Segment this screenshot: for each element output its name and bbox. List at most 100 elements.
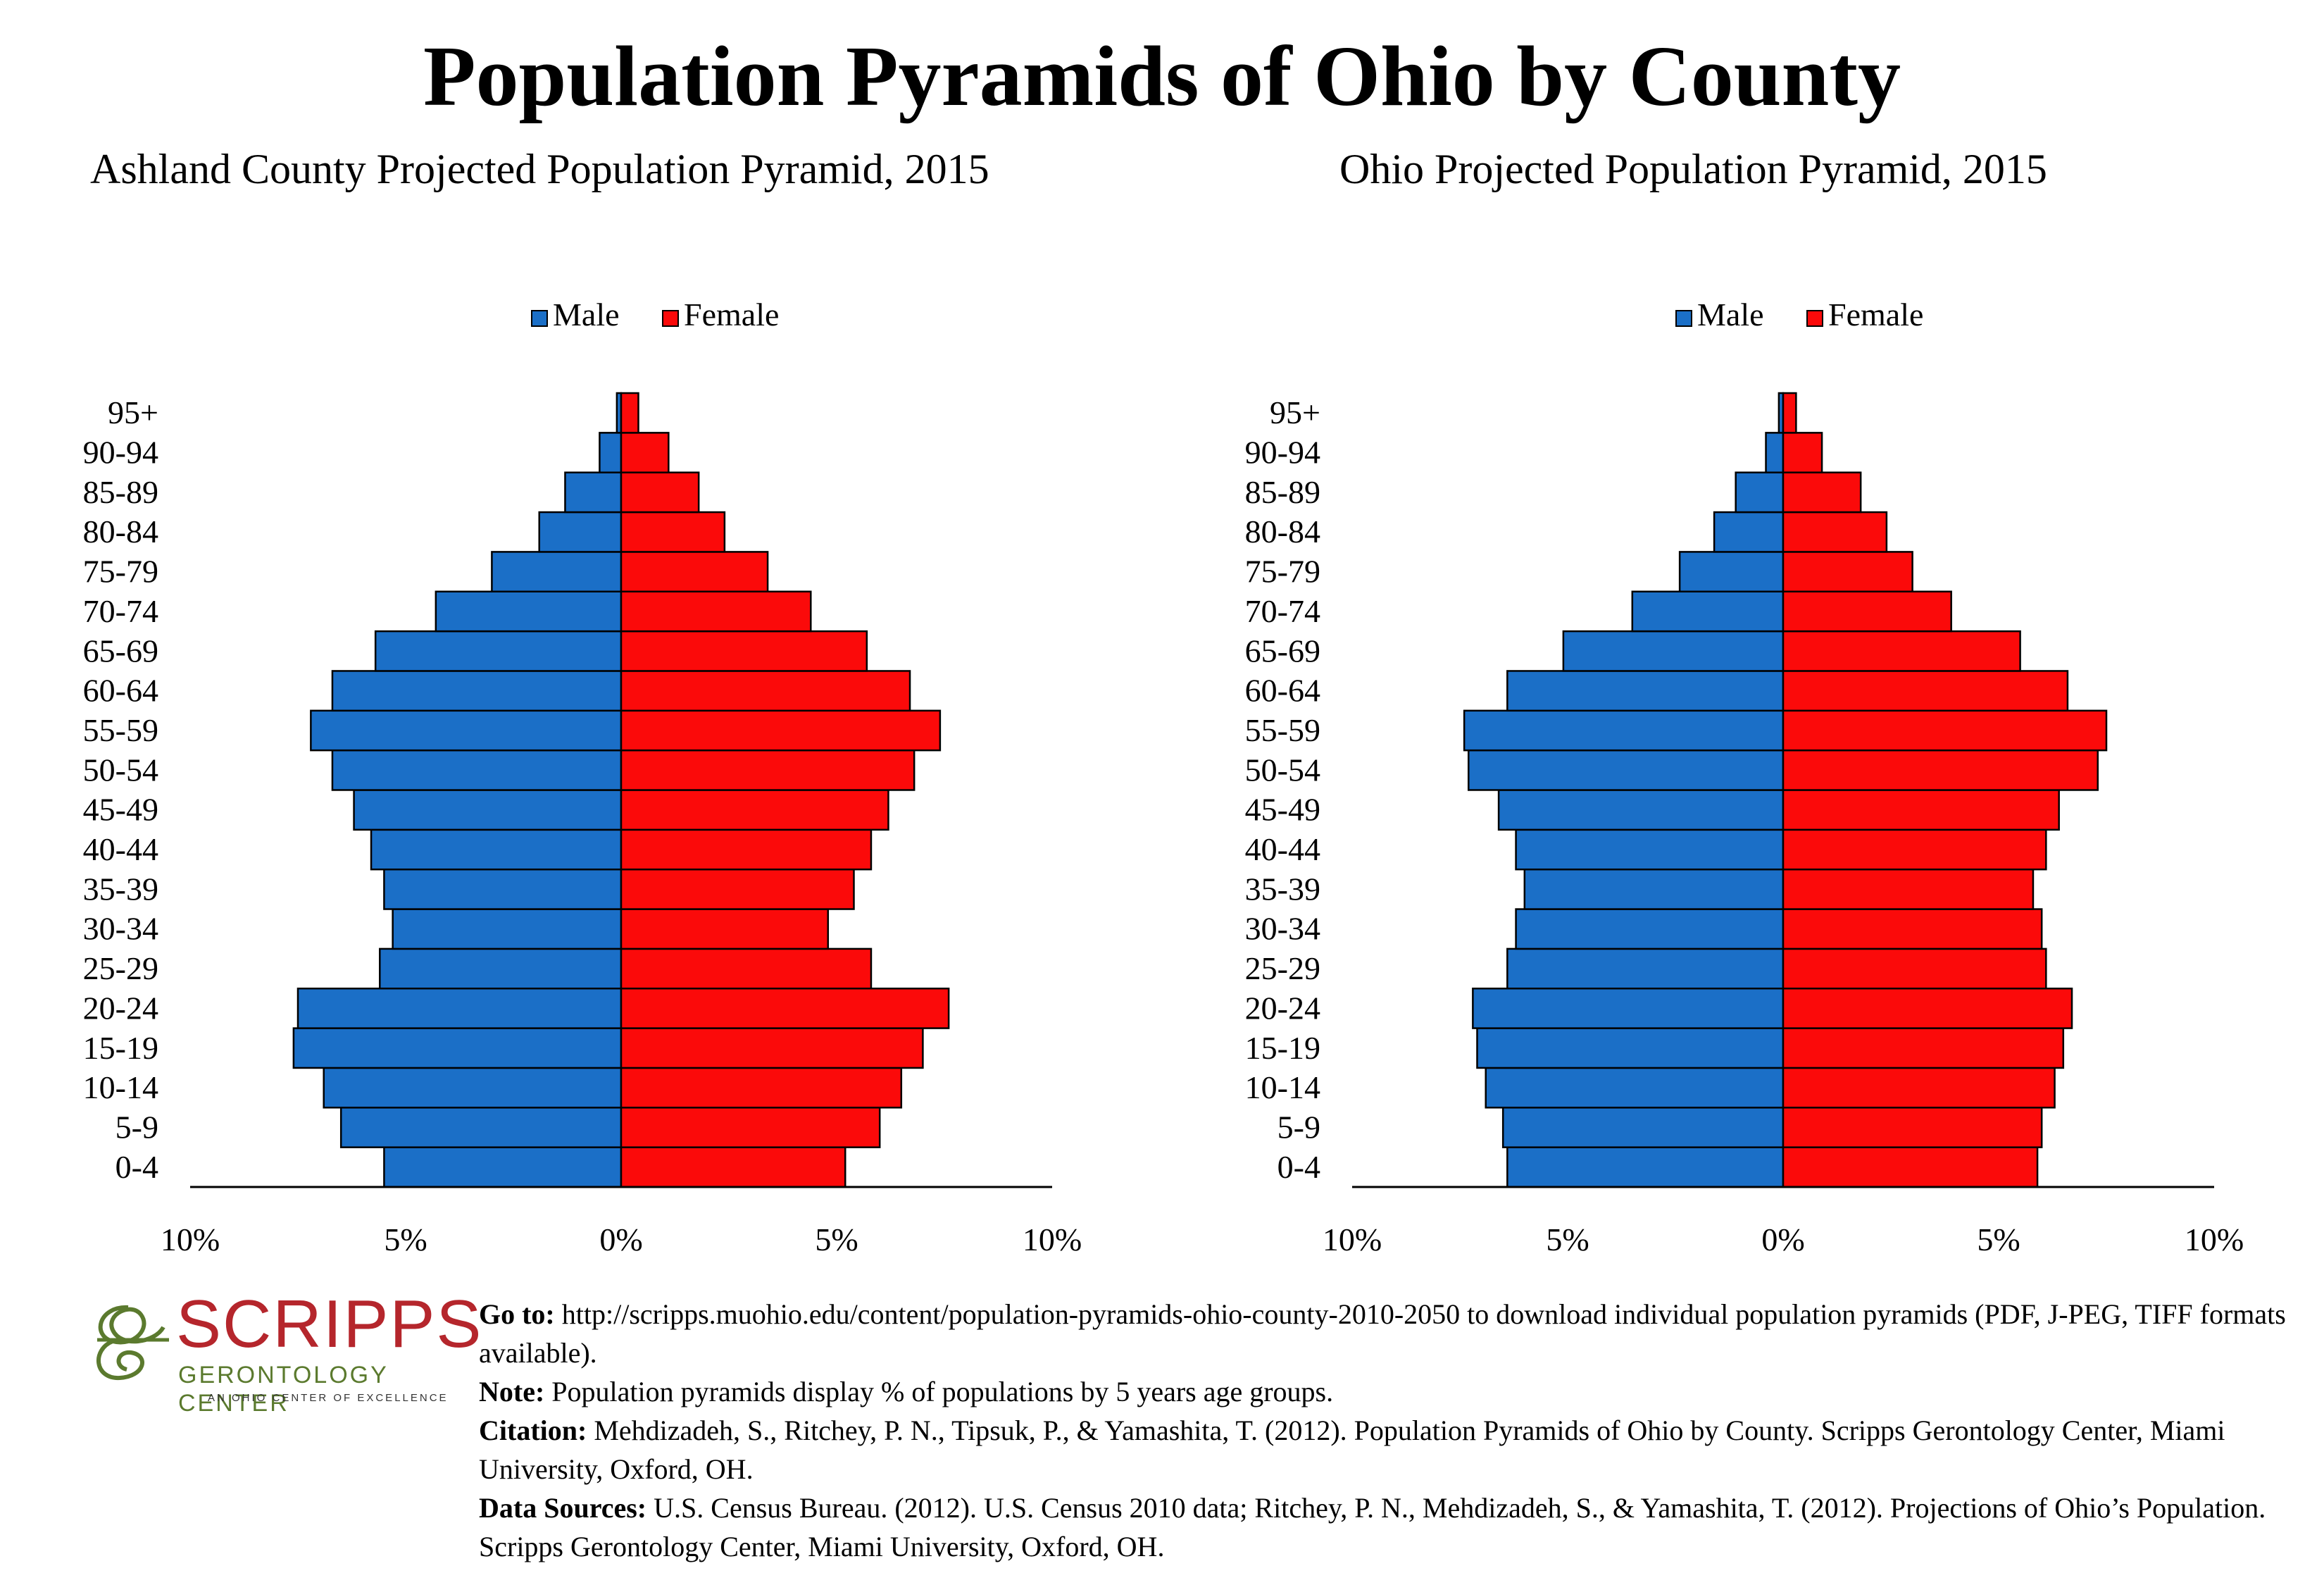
age-label-75-79: 75-79	[1245, 554, 1320, 590]
age-label-0-4: 0-4	[115, 1149, 158, 1185]
age-label-5-9: 5-9	[1277, 1109, 1320, 1145]
goto-paragraph: Go to: http://scripps.muohio.edu/content…	[479, 1295, 2310, 1372]
bar-female-5-9	[1782, 1107, 2043, 1148]
sources-label: Data Sources:	[479, 1492, 647, 1524]
bar-female-0-4	[620, 1146, 846, 1188]
age-label-35-39: 35-39	[83, 871, 158, 907]
bar-male-0-4	[1506, 1146, 1785, 1188]
age-label-20-24: 20-24	[83, 990, 158, 1026]
note-paragraph: Note: Population pyramids display % of p…	[479, 1372, 2310, 1411]
legend-label-male: Male	[1697, 297, 1764, 332]
age-label-80-84: 80-84	[83, 514, 158, 549]
bar-female-10-14	[1782, 1067, 2056, 1109]
ashland-pyramid-chart: Ashland County Projected Population Pyra…	[0, 141, 1162, 1282]
bar-male-65-69	[374, 630, 623, 672]
bar-male-90-94	[1765, 432, 1785, 473]
age-label-45-49: 45-49	[83, 792, 158, 828]
age-label-55-59: 55-59	[1245, 712, 1320, 748]
ohio-pyramid-chart: Ohio Projected Population Pyramid, 2015 M…	[1162, 141, 2324, 1282]
x-tick-label: 0%	[1761, 1222, 1804, 1257]
bar-male-30-34	[1515, 908, 1785, 950]
bar-male-50-54	[1467, 749, 1785, 791]
citation-paragraph: Citation: Mehdizadeh, S., Ritchey, P. N.…	[479, 1411, 2310, 1488]
age-label-35-39: 35-39	[1245, 871, 1320, 907]
bar-male-75-79	[491, 551, 623, 593]
bar-male-65-69	[1562, 630, 1785, 672]
age-label-85-89: 85-89	[1245, 474, 1320, 510]
bar-female-20-24	[620, 988, 950, 1029]
chart-title: Ohio Projected Population Pyramid, 2015	[1339, 146, 2047, 192]
legend-label-female: Female	[1828, 297, 1923, 332]
age-label-95+: 95+	[1270, 394, 1320, 430]
age-label-45-49: 45-49	[1245, 792, 1320, 828]
age-label-25-29: 25-29	[83, 950, 158, 986]
bar-female-30-34	[1782, 908, 2043, 950]
bar-male-80-84	[1713, 511, 1785, 553]
bar-male-25-29	[379, 947, 623, 990]
chart-title: Ashland County Projected Population Pyra…	[90, 146, 989, 192]
bar-female-35-39	[1782, 868, 2035, 910]
age-label-70-74: 70-74	[83, 593, 158, 629]
scripps-logo: SCRIPPS GERONTOLOGY CENTER AN OHIO CENTE…	[85, 1289, 481, 1417]
bar-male-90-94	[599, 432, 623, 473]
logo-tagline: AN OHIO CENTER OF EXCELLENCE	[208, 1392, 449, 1404]
bar-female-10-14	[620, 1067, 903, 1109]
age-label-65-69: 65-69	[83, 633, 158, 669]
age-label-50-54: 50-54	[1245, 752, 1320, 788]
bar-male-55-59	[310, 709, 623, 752]
bar-female-25-29	[620, 947, 873, 990]
page-title: Population Pyramids of Ohio by County	[423, 29, 1901, 124]
age-label-60-64: 60-64	[1245, 673, 1320, 709]
bar-male-5-9	[339, 1107, 623, 1148]
bar-female-80-84	[620, 511, 726, 553]
legend-label-female: Female	[684, 297, 779, 332]
bar-male-80-84	[538, 511, 623, 553]
age-label-30-34: 30-34	[1245, 911, 1320, 947]
bar-male-45-49	[1497, 789, 1785, 831]
age-label-5-9: 5-9	[115, 1109, 158, 1145]
bar-female-70-74	[620, 590, 812, 633]
bar-female-20-24	[1782, 988, 2073, 1029]
age-label-65-69: 65-69	[1245, 633, 1320, 669]
bar-male-15-19	[1476, 1027, 1785, 1069]
bar-male-50-54	[331, 749, 623, 791]
age-label-70-74: 70-74	[1245, 593, 1320, 629]
bar-female-40-44	[620, 828, 873, 871]
bar-female-95+	[620, 392, 639, 434]
age-label-80-84: 80-84	[1245, 514, 1320, 549]
bar-female-5-9	[620, 1107, 881, 1148]
bar-male-75-79	[1678, 551, 1785, 593]
x-tick-label: 5%	[1977, 1222, 2020, 1257]
x-tick-label: 5%	[1546, 1222, 1589, 1257]
x-tick-label: 5%	[815, 1222, 858, 1257]
swirl-icon	[96, 1305, 169, 1381]
note-label: Note:	[479, 1376, 545, 1407]
bar-male-20-24	[296, 988, 623, 1029]
bar-male-30-34	[392, 908, 623, 950]
goto-label: Go to:	[479, 1298, 555, 1330]
bar-female-40-44	[1782, 828, 2047, 871]
bar-male-25-29	[1506, 947, 1785, 990]
age-label-90-94: 90-94	[1245, 435, 1320, 471]
bar-female-35-39	[620, 868, 855, 910]
footer-notes: Go to: http://scripps.muohio.edu/content…	[479, 1295, 2310, 1566]
bar-male-55-59	[1463, 709, 1785, 752]
bar-female-60-64	[1782, 670, 2069, 712]
age-label-55-59: 55-59	[83, 712, 158, 748]
bar-female-60-64	[620, 670, 911, 712]
ashland-pyramid-svg: Ashland County Projected Population Pyra…	[83, 146, 1082, 1257]
bar-female-15-19	[620, 1027, 924, 1069]
x-tick-label: 10%	[1323, 1222, 1382, 1257]
bar-male-45-49	[353, 789, 623, 831]
age-label-30-34: 30-34	[83, 911, 158, 947]
bar-male-0-4	[383, 1146, 623, 1188]
age-label-95+: 95+	[108, 394, 158, 430]
bar-female-0-4	[1782, 1146, 2039, 1188]
age-label-20-24: 20-24	[1245, 990, 1320, 1026]
legend-label-male: Male	[553, 297, 620, 332]
x-tick-label: 0%	[599, 1222, 642, 1257]
legend-swatch-male	[531, 310, 548, 327]
logo-wordmark: SCRIPPS	[176, 1286, 483, 1362]
age-label-25-29: 25-29	[1245, 950, 1320, 986]
bar-female-75-79	[620, 551, 769, 593]
